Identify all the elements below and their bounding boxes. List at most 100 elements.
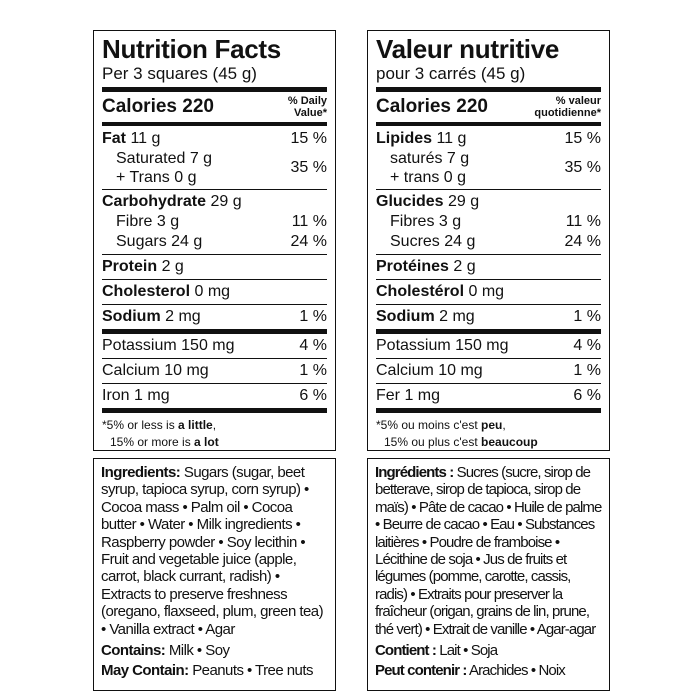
nutrient-name: Glucides [376, 193, 444, 210]
daily-value: 35 % [290, 159, 327, 176]
footnote-text: 15% ou plus c'est [384, 435, 478, 449]
rule [376, 122, 601, 126]
rule [376, 358, 601, 359]
nutrient: Protéines 2 g [376, 258, 476, 276]
nutrient: Glucides 29 g [376, 193, 479, 211]
nutrient: Iron 1 mg [102, 387, 170, 405]
nutrient-row: Protéines 2 g [376, 257, 601, 277]
nutrient-row: Lipides 11 g 15 % [376, 129, 601, 149]
nutrient-amount: 11 g [436, 130, 467, 147]
nutrient: Fat 11 g [102, 130, 160, 148]
rule [376, 189, 601, 190]
nutrient-label: Fer 1 mg [376, 387, 441, 404]
nutrient-label: Calcium 10 mg [102, 362, 209, 379]
nutrient-row: Cholestérol 0 mg [376, 282, 601, 302]
nutrient-row: Sodium 2 mg 1 % [376, 307, 601, 327]
nutrient: Sodium 2 mg [102, 308, 201, 326]
contains-text: Milk • Soy [168, 642, 230, 660]
may-contain-text: Arachides • Noix [468, 662, 566, 680]
daily-value-header-line: % valeur [555, 95, 601, 107]
nutrition-facts-box: Nutrition Facts Per 3 squares (45 g) Calor… [93, 30, 336, 451]
nutrient-label: Iron 1 mg [102, 387, 170, 404]
rule [102, 383, 327, 384]
nutrient-label: saturés 7 g [390, 150, 470, 167]
footnote-line: *5% ou moins c'est peu, [376, 417, 601, 434]
nutrient: Potassium 150 mg [102, 337, 235, 355]
ingredients-box: Ingrédients : Sucres (sucre, sirop de be… [367, 458, 610, 691]
nutrition-title: Nutrition Facts [102, 34, 281, 64]
nutrient: Calcium 10 mg [376, 362, 483, 380]
nutrient-label: Fibres 3 g [390, 213, 462, 230]
rule [102, 189, 327, 190]
nutrient-row: Protein 2 g [102, 257, 327, 277]
rule [102, 254, 327, 255]
daily-value: 6 % [573, 387, 601, 404]
daily-value-header-line: quotidienne* [534, 107, 601, 119]
nutrition-title: Valeur nutritive [376, 34, 560, 64]
footnote-text: *5% or less is [102, 418, 175, 432]
footnote-line: 15% or more is a lot [102, 434, 327, 451]
may-contain: Peut contenir : Arachides • Noix [375, 662, 602, 679]
may-contain-label: Peut contenir : [375, 662, 467, 680]
calories: Calories 220 [376, 96, 488, 117]
ingredients-label: Ingredients: [101, 464, 181, 481]
daily-value-header: % valeur quotidienne* [534, 95, 601, 119]
footnote-line: 15% ou plus c'est beaucoup [376, 434, 601, 451]
footnote-end: , [212, 418, 217, 432]
nutrient-label: + Trans 0 g [116, 169, 197, 186]
nutrient: Sucres 24 g [390, 233, 475, 251]
nutrient-name: Cholestérol [376, 283, 465, 300]
serving-size: Per 3 squares (45 g) [102, 64, 257, 83]
nutrient-amount: 2 g [161, 258, 184, 275]
nutrient-label: Sugars 24 g [116, 233, 203, 250]
nutrient-row: Cholesterol 0 mg [102, 282, 327, 302]
daily-value: 6 % [299, 387, 327, 404]
contains-text: Lait • Soja [439, 642, 498, 660]
rule [376, 383, 601, 384]
nutrient: Saturated 7 g + Trans 0 g [116, 149, 212, 187]
rule [102, 304, 327, 305]
nutrient-label: + trans 0 g [390, 169, 467, 186]
footnote: *5% ou moins c'est peu, 15% ou plus c'est… [376, 417, 601, 451]
ingredients-text: Sugars (sugar, beet syrup, tapioca syrup… [101, 464, 324, 638]
nutrient: Sugars 24 g [116, 233, 202, 251]
rule [376, 87, 601, 92]
nutrient: Cholesterol 0 mg [102, 283, 230, 301]
rule [102, 358, 327, 359]
nutrient-amount: 2 g [453, 258, 476, 275]
footnote-end: , [502, 418, 506, 432]
daily-value-header-line: Value* [293, 107, 327, 119]
nutrient: saturés 7 g + trans 0 g [390, 149, 469, 187]
footnote: *5% or less is a little, 15% or more is a… [102, 417, 327, 451]
nutrient-row: Fibre 3 g 11 % [102, 212, 327, 232]
may-contain: May Contain: Peanuts • Tree nuts [101, 662, 328, 679]
rule [102, 329, 327, 334]
nutrient-amount: 29 g [210, 193, 242, 210]
nutrient-row: Calcium 10 mg 1 % [376, 361, 601, 381]
nutrient: Fibre 3 g [116, 213, 179, 231]
ingredients: Ingrédients : Sucres (sucre, sirop de be… [375, 464, 602, 638]
daily-value: 1 % [573, 362, 601, 379]
rule [102, 279, 327, 280]
serving-size: pour 3 carrés (45 g) [376, 64, 526, 83]
ingredients-label: Ingrédients : [375, 464, 454, 481]
nutrient-label: Potassium 150 mg [376, 337, 509, 354]
daily-value: 4 % [573, 337, 601, 354]
ingredients-text: Sucres (sucre, sirop de betterave, sirop… [375, 464, 602, 638]
calories-row: Calories 220 % Daily Value* [102, 92, 327, 122]
nutrient-amount: 0 mg [468, 283, 505, 300]
daily-value-header: % Daily Value* [288, 95, 327, 119]
nutrient: Cholestérol 0 mg [376, 283, 504, 301]
nutrient-label: Saturated 7 g [116, 150, 213, 167]
nutrient-row: Iron 1 mg 6 % [102, 386, 327, 406]
contains-label: Contains: [101, 642, 166, 660]
nutrient-name: Fat [102, 130, 126, 147]
nutrient-row: Fibres 3 g 11 % [376, 212, 601, 232]
rule [376, 329, 601, 334]
nutrient-amount: 2 mg [165, 308, 201, 325]
rule [102, 87, 327, 92]
nutrient-row: Sodium 2 mg 1 % [102, 307, 327, 327]
nutrient-row: Sucres 24 g 24 % [376, 232, 601, 252]
nutrient-label: Fibre 3 g [116, 213, 180, 230]
